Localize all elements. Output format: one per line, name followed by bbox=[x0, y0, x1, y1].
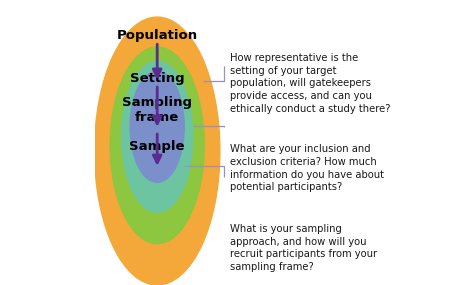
Ellipse shape bbox=[94, 17, 220, 285]
Text: Setting: Setting bbox=[130, 72, 184, 85]
Text: Population: Population bbox=[117, 29, 198, 42]
Text: How representative is the
setting of your target
population, will gatekeepers
pr: How representative is the setting of you… bbox=[230, 53, 391, 114]
Ellipse shape bbox=[130, 71, 184, 182]
Ellipse shape bbox=[110, 47, 204, 244]
Text: Sample: Sample bbox=[129, 140, 185, 153]
Text: What is your sampling
approach, and how will you
recruit participants from your
: What is your sampling approach, and how … bbox=[230, 224, 377, 272]
Text: What are your inclusion and
exclusion criteria? How much
information do you have: What are your inclusion and exclusion cr… bbox=[230, 144, 384, 192]
Ellipse shape bbox=[121, 61, 193, 212]
Text: Sampling
frame: Sampling frame bbox=[122, 96, 192, 124]
